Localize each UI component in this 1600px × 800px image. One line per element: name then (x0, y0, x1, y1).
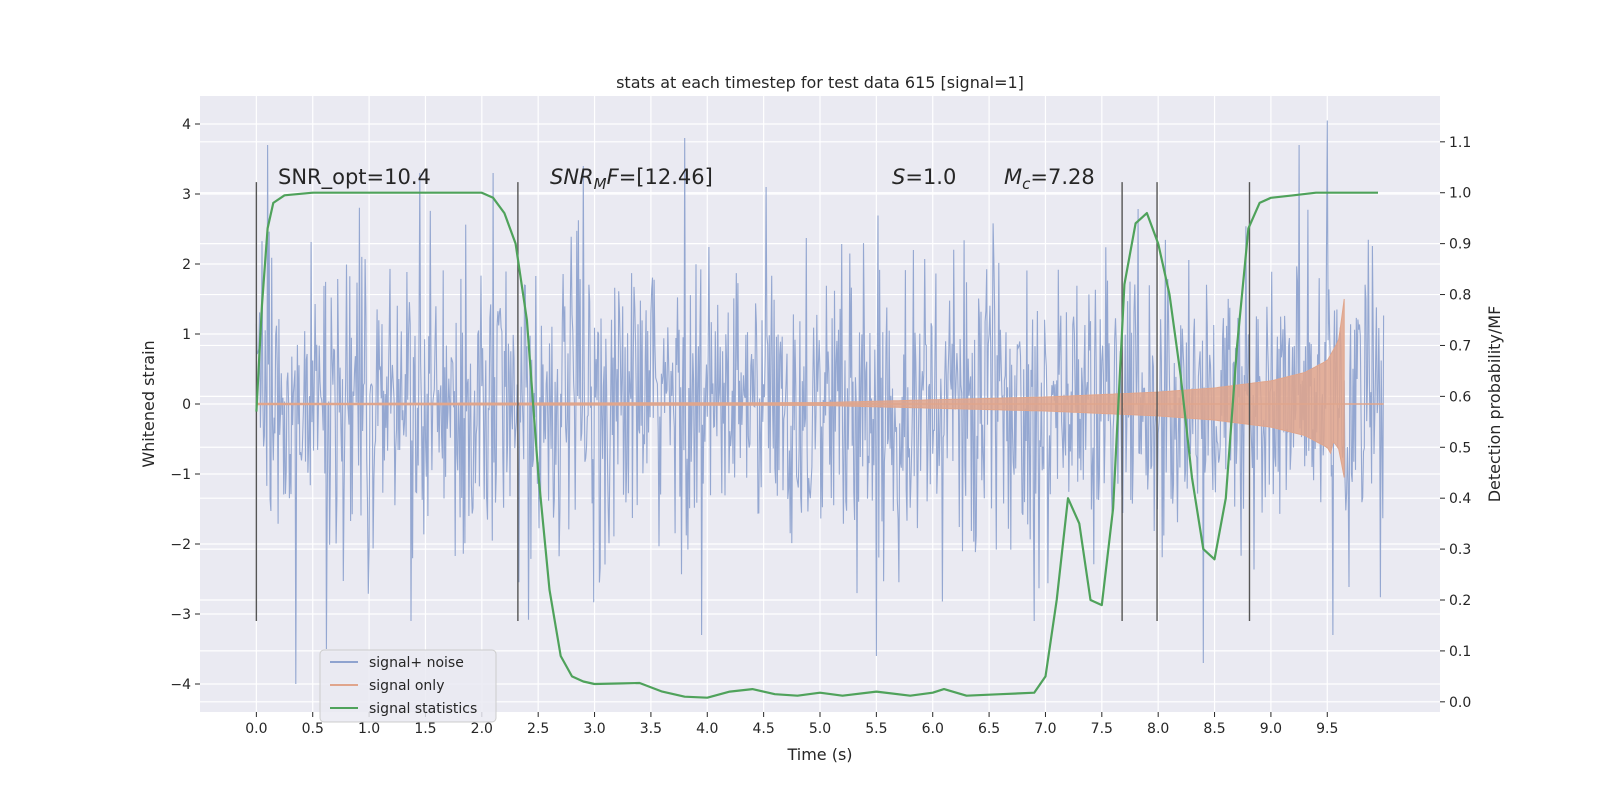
y-right-axis-label: Detection probability/MF (1485, 306, 1504, 503)
annotation-snr-mf-tail: F (607, 165, 620, 189)
annotation-mc-value: =7.28 (1030, 165, 1094, 189)
y-right-tick-label: 0.8 (1449, 288, 1471, 304)
legend-label-stats: signal statistics (369, 701, 477, 717)
y-tick-label: 1 (182, 327, 191, 343)
annotation-mc-sub: c (1022, 175, 1031, 193)
annotation-s: S=1.0 (892, 165, 956, 189)
x-axis-label: Time (s) (786, 745, 852, 764)
annotation-snr-opt: SNR_opt=10.4 (278, 165, 431, 190)
x-tick-label: 8.0 (1147, 721, 1169, 737)
y-tick-label: 0 (182, 397, 191, 413)
y-right-tick-label: 0.4 (1449, 491, 1471, 507)
x-tick-label: 2.5 (527, 721, 549, 737)
x-tick-label: 0.5 (302, 721, 324, 737)
chart-title: stats at each timestep for test data 615… (616, 73, 1024, 92)
series-signal-noise (255, 120, 1385, 685)
x-tick-label: 6.0 (922, 721, 944, 737)
x-tick-label: 7.0 (1034, 721, 1056, 737)
noise-trace (255, 120, 1385, 685)
statistics-line (255, 191, 1378, 699)
x-tick-label: 3.0 (583, 721, 605, 737)
y-tick-label: −3 (170, 607, 191, 623)
x-tick-label: 7.5 (1091, 721, 1113, 737)
signal-envelope (255, 298, 1345, 478)
y-right-tick-label: 0.5 (1449, 440, 1471, 456)
y-right-tick-label: 1.0 (1449, 186, 1471, 202)
annotation-snr-mf: SNRMF=[12.46] (550, 165, 713, 193)
y-tick-label: 2 (182, 257, 191, 273)
legend-label-signal: signal only (369, 678, 444, 694)
annotation-s-symbol: S (892, 165, 905, 189)
x-tick-label: 9.5 (1316, 721, 1338, 737)
annotation-mc: Mc=7.28 (1004, 165, 1095, 193)
x-tick-label: 1.5 (414, 721, 436, 737)
y-right-tick-label: 0.7 (1449, 338, 1471, 354)
annotation-snr-mf-value: =[12.46] (619, 165, 713, 189)
x-tick-label: 0.0 (245, 721, 267, 737)
legend-box (319, 649, 497, 723)
x-tick-label: 1.0 (358, 721, 380, 737)
y-right-tick-label: 0.1 (1449, 644, 1471, 660)
y-right-tick-label: 0.6 (1449, 389, 1471, 405)
x-tick-label: 8.5 (1203, 721, 1225, 737)
annotation-mc-symbol: M (1004, 165, 1022, 189)
annotation-snr-mf-main: SNR (550, 165, 594, 189)
series-signal-statistics (255, 191, 1378, 699)
annotation-s-value: =1.0 (905, 165, 956, 189)
x-tick-label: 5.5 (865, 721, 887, 737)
annotation-snr-mf-sub: M (594, 175, 607, 193)
x-tick-label: 6.5 (978, 721, 1000, 737)
x-tick-label: 9.0 (1260, 721, 1282, 737)
y-tick-label: 3 (182, 187, 191, 203)
y-axis-label: Whitened strain (139, 340, 158, 467)
series-signal-only (255, 298, 1384, 478)
x-tick-label: 4.5 (753, 721, 775, 737)
y-right-tick-label: 1.1 (1449, 135, 1471, 151)
y-right-tick-label: 0.0 (1449, 695, 1471, 711)
x-tick-label: 2.0 (471, 721, 493, 737)
tick-labels: 0.0 0.5 1.0 1.5 2.0 2.5 3.0 3.5 4.0 4.5 5.0 5.5 6.0 6… (170, 117, 1471, 737)
x-tick-label: 5.0 (809, 721, 831, 737)
y-tick-label: 4 (182, 117, 191, 133)
y-right-tick-label: 0.3 (1449, 542, 1471, 558)
y-right-tick-label: 0.2 (1449, 593, 1471, 609)
x-tick-label: 3.5 (640, 721, 662, 737)
x-tick-label: 4.0 (696, 721, 718, 737)
y-tick-label: −2 (170, 537, 191, 553)
legend-label-noise: signal+ noise (369, 655, 464, 671)
y-tick-label: −1 (170, 467, 191, 483)
y-tick-label: −4 (170, 677, 191, 693)
legend: signal+ noise signal only signal statist… (319, 649, 497, 723)
y-right-tick-label: 0.9 (1449, 237, 1471, 253)
